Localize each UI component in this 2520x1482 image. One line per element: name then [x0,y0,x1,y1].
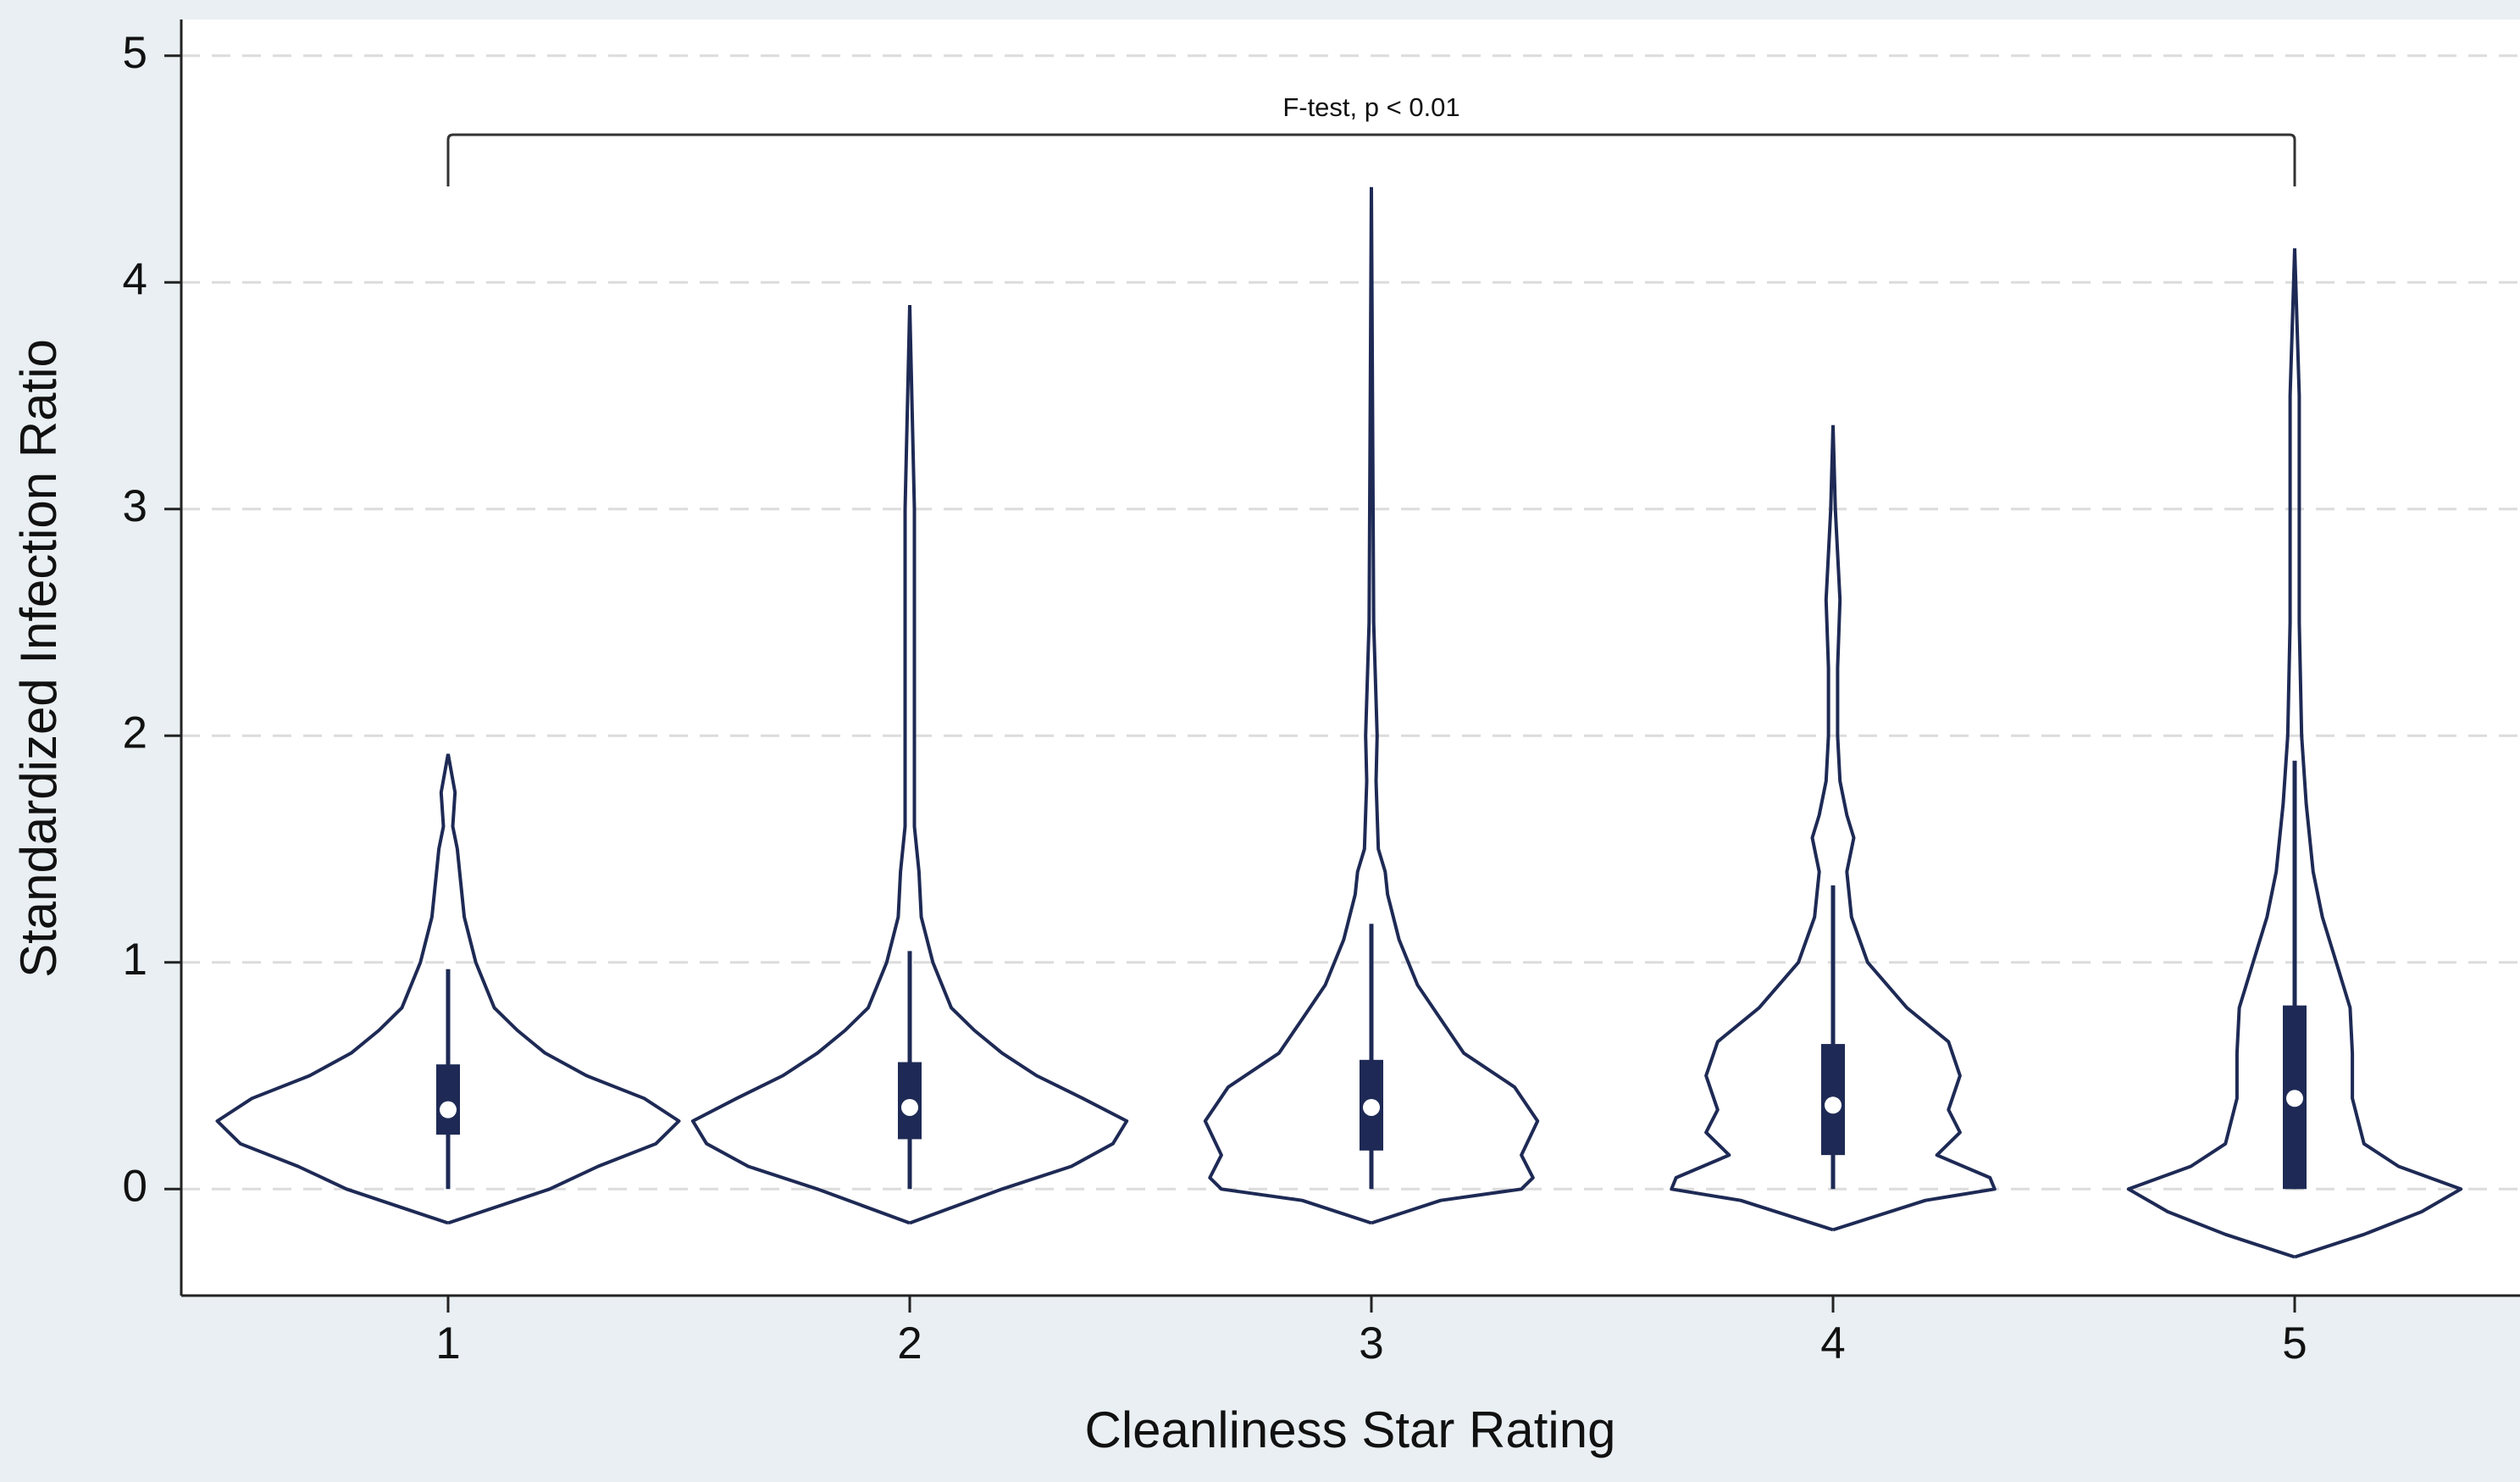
y-axis-title: Standardized Infection Ratio [10,339,67,978]
violin-outline [908,304,1129,1225]
median [901,1098,918,1116]
plot-area [181,19,2520,1296]
x-tick-label: 5 [2282,1318,2307,1368]
y-tick-label: 5 [123,28,147,78]
violin-outline [215,753,450,1225]
violin-outline [1831,425,1997,1232]
violin-outline [1203,186,1373,1225]
x-axis-title: Cleanliness Star Rating [1085,1402,1616,1458]
x-tick-label: 2 [897,1318,922,1368]
iqr-box [436,1064,460,1135]
y-tick-label: 1 [123,935,147,985]
median [1825,1096,1842,1114]
violin-outline [1670,425,1835,1232]
violin-outline [2293,248,2463,1259]
median [2286,1090,2303,1107]
y-tick-label: 0 [123,1161,147,1211]
violin-outline [446,753,681,1225]
annotation: F-test, p < 0.01 [1282,92,1459,122]
violin-outline [1370,186,1540,1225]
violin-outline [690,304,911,1225]
y-tick-label: 4 [123,254,147,304]
y-tick-label: 2 [123,708,147,758]
significance-bracket [446,133,2296,186]
x-tick-label: 4 [1820,1318,1845,1368]
median [440,1101,457,1118]
x-tick-label: 1 [435,1318,460,1368]
y-tick-label: 3 [123,481,147,531]
violin-outline [2126,248,2296,1259]
x-tick-label: 3 [1359,1318,1383,1368]
median [1363,1098,1380,1116]
